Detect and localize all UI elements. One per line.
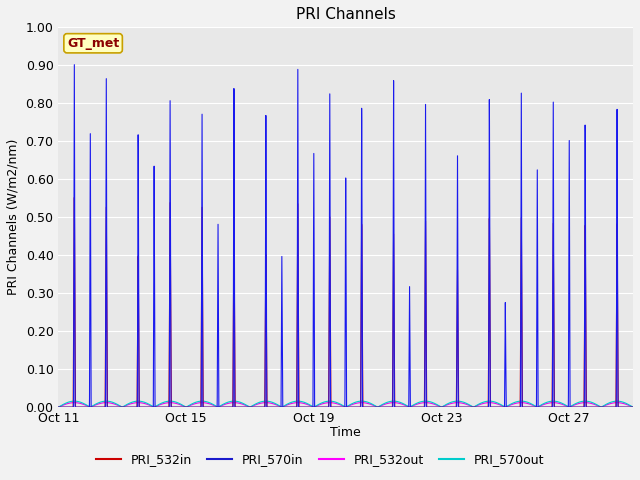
Text: GT_met: GT_met <box>67 37 119 50</box>
X-axis label: Time: Time <box>330 426 361 440</box>
Title: PRI Channels: PRI Channels <box>296 7 396 22</box>
Y-axis label: PRI Channels (W/m2/nm): PRI Channels (W/m2/nm) <box>7 139 20 295</box>
Legend: PRI_532in, PRI_570in, PRI_532out, PRI_570out: PRI_532in, PRI_570in, PRI_532out, PRI_57… <box>91 448 549 471</box>
